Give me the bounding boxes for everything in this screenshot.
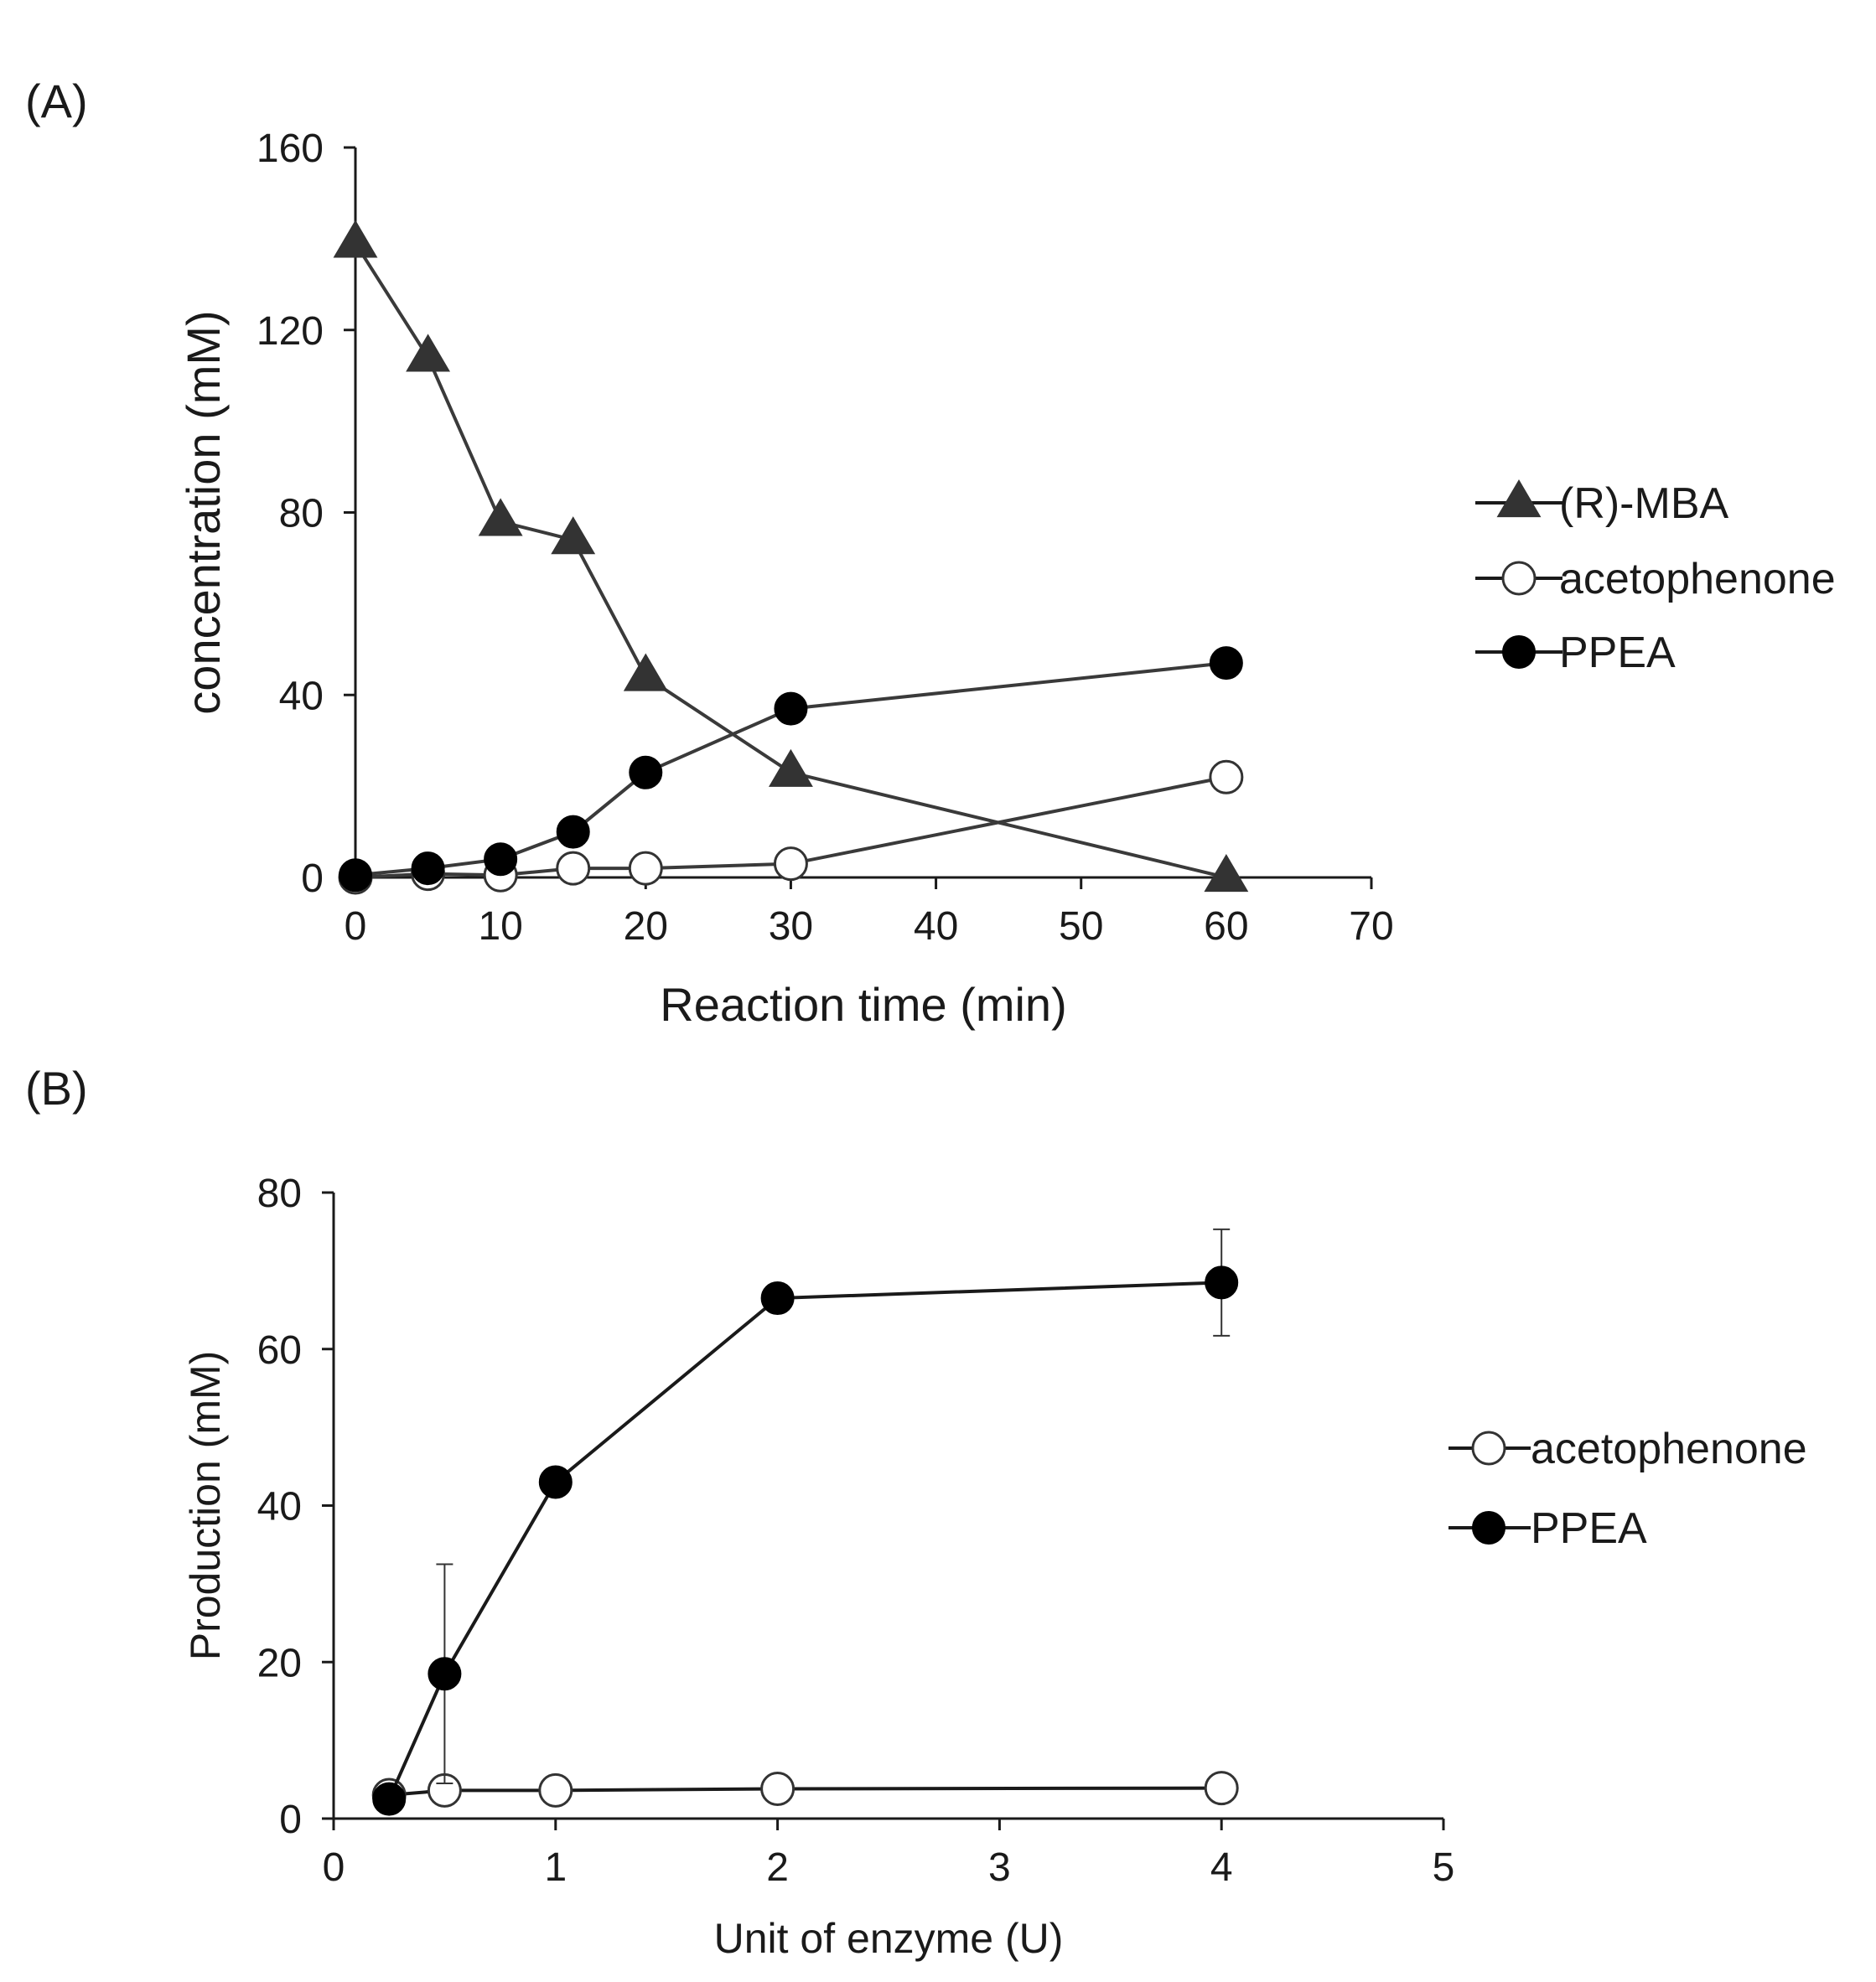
- y-tick-label: 40: [279, 674, 324, 718]
- y-tick-label: 0: [301, 856, 324, 901]
- data-point: [623, 653, 668, 691]
- legend-marker: [1472, 1511, 1505, 1545]
- legend-marker: [1471, 1431, 1506, 1466]
- y-tick-label: 80: [257, 1172, 302, 1216]
- legend-entry-ppea: PPEA: [1448, 1504, 1647, 1553]
- legend-marker: [1496, 479, 1542, 518]
- data-point: [406, 334, 451, 372]
- x-axis-label: Reaction time (min): [660, 978, 1066, 1031]
- legend-label: PPEA: [1559, 629, 1676, 677]
- y-tick-label: 160: [257, 127, 324, 171]
- x-tick-label: 70: [1349, 904, 1393, 949]
- x-tick-label: 10: [478, 904, 522, 949]
- data-point: [1205, 1265, 1239, 1300]
- x-tick-label: 5: [1433, 1845, 1455, 1890]
- data-point: [538, 1465, 573, 1499]
- panel-label: (A): [25, 75, 88, 127]
- legend-label: acetophenone: [1531, 1425, 1807, 1473]
- data-point: [760, 1281, 795, 1316]
- data-point: [556, 815, 590, 849]
- series-ppea: [372, 1228, 1239, 1816]
- panel-label: (B): [25, 1062, 88, 1115]
- y-tick-label: 60: [257, 1328, 302, 1373]
- data-point: [339, 858, 372, 893]
- y-axis-label: concentration (mM): [177, 310, 230, 714]
- data-point: [628, 851, 663, 886]
- data-point: [773, 846, 808, 882]
- data-point: [411, 851, 445, 886]
- x-tick-label: 60: [1204, 904, 1248, 949]
- legend-entry-acetophenone: acetophenone: [1448, 1425, 1807, 1473]
- data-point: [556, 851, 591, 886]
- data-point: [774, 691, 808, 726]
- data-point: [768, 748, 813, 787]
- data-point: [551, 516, 596, 555]
- legend-label: (R)-MBA: [1559, 479, 1729, 528]
- x-tick-label: 4: [1210, 1845, 1233, 1890]
- x-tick-label: 3: [988, 1845, 1011, 1890]
- data-point: [1204, 854, 1249, 893]
- data-point: [1209, 759, 1244, 794]
- data-point: [484, 842, 518, 877]
- x-tick-label: 0: [323, 1845, 345, 1890]
- data-point: [372, 1782, 407, 1816]
- y-axis-label: Production (mM): [182, 1351, 229, 1661]
- x-tick-label: 20: [624, 904, 668, 949]
- data-point: [478, 498, 523, 536]
- y-tick-label: 0: [279, 1798, 302, 1842]
- data-point: [760, 1772, 795, 1807]
- series-r-mba: [333, 220, 1249, 893]
- y-tick-label: 20: [257, 1641, 302, 1685]
- x-tick-label: 1: [544, 1845, 567, 1890]
- x-tick-label: 30: [769, 904, 813, 949]
- x-tick-label: 2: [766, 1845, 789, 1890]
- legend-label: acetophenone: [1559, 555, 1836, 603]
- y-tick-label: 120: [257, 309, 324, 354]
- legend-label: PPEA: [1531, 1504, 1647, 1553]
- x-axis-label: Unit of enzyme (U): [714, 1915, 1064, 1962]
- x-tick-label: 40: [914, 904, 958, 949]
- legend-entry-acetophenone: acetophenone: [1475, 555, 1836, 603]
- data-point: [333, 220, 378, 258]
- legend-entry-r-mba: (R)-MBA: [1475, 479, 1729, 528]
- series-ppea: [339, 646, 1243, 893]
- data-point: [1209, 646, 1243, 681]
- chart-panel-b: (B) 0 1 2 3 4 5 0 20 40 60 80 Unit of enzyme (U) Prod…: [25, 1062, 1807, 1962]
- data-point: [1204, 1771, 1239, 1806]
- chart-panel-a: (A) 0 10 20 30 40 50 60 70 0 40 80 120 160 Reaction ti…: [25, 75, 1836, 1031]
- y-tick-label: 40: [257, 1485, 302, 1529]
- data-point: [629, 755, 663, 789]
- data-point: [428, 1657, 462, 1691]
- x-tick-label: 0: [345, 904, 367, 949]
- data-point: [538, 1772, 573, 1808]
- legend-marker: [1501, 561, 1537, 596]
- x-tick-label: 50: [1059, 904, 1103, 949]
- legend-entry-ppea: PPEA: [1475, 629, 1676, 677]
- legend-marker: [1502, 635, 1536, 669]
- y-tick-label: 80: [279, 492, 324, 536]
